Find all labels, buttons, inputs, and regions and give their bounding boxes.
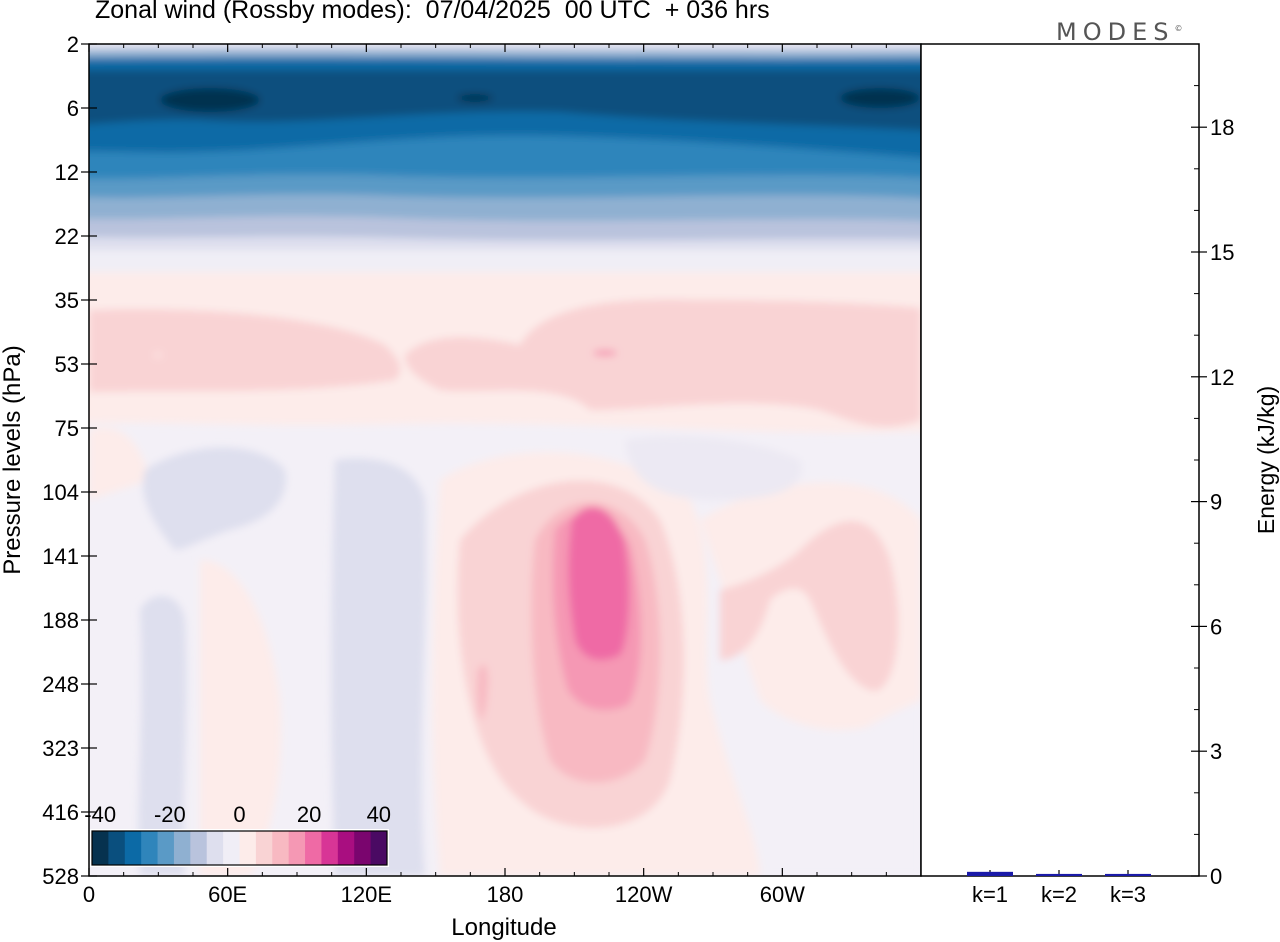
colorbar-swatch [288,831,306,865]
y-tick-label: 416 [42,800,79,825]
colorbar-swatch [239,831,257,865]
x-tick-label: 0 [83,882,95,907]
axes: 0 60E 120E 180 120W 60W2612223553751041411882… [42,32,1234,907]
band-pos-1 [89,309,401,392]
band-neg-7 [89,70,921,131]
jet-pos-4 [568,506,629,660]
colorbar-swatch [354,831,372,865]
y-tick-label: 188 [42,608,79,633]
colorbar-swatch [190,831,208,865]
copyright-mark: © [1174,24,1183,33]
energy-tick-label: 9 [1210,490,1222,515]
blob-white-small [154,353,162,357]
region-pos-light-a [89,427,150,500]
energy-tick-label: 0 [1210,864,1222,889]
colorbar-swatch [223,831,240,865]
energy-tick-label: 3 [1210,739,1222,764]
colorbar-swatch [157,831,175,865]
core-neg-c [840,88,920,108]
colorbar-swatch [272,831,290,865]
y-tick-label: 104 [42,480,79,505]
region-neg-c [138,596,187,876]
region-neg-b [331,458,427,876]
y-tick-label: 2 [67,32,79,57]
colorbar-swatch [337,831,355,865]
colorbar-swatch [108,831,126,865]
energy-category-label: k=3 [1110,882,1146,907]
colorbar-swatch [206,831,224,865]
y-tick-label: 6 [67,96,79,121]
colorbar-swatch [321,831,339,865]
y-tick-label: 248 [42,672,79,697]
colorbar-label: 20 [297,802,321,827]
blob-pos-small [593,350,617,356]
energy-axis-label: Energy (kJ/kg) [1253,386,1279,534]
core-neg-a [160,88,260,112]
energy-tick-label: 12 [1210,365,1234,390]
y-tick-label: 141 [42,544,79,569]
x-tick-label: 120E [341,882,392,907]
energy-tick-label: 6 [1210,614,1222,639]
colorbar-swatch [370,831,388,865]
x-tick-label: 180 [487,882,524,907]
colorbar-frame [91,830,388,866]
y-tick-label: 323 [42,736,79,761]
band-pos-2 [405,299,921,427]
chart-title: Zonal wind (Rossby modes): 07/04/2025 00… [95,0,770,24]
x-axis-label: Longitude [451,914,556,941]
energy-tick-label: 15 [1210,240,1234,265]
logo-text: MODES [1056,18,1175,46]
colorbar-swatch [305,831,322,865]
colorbar-swatch [92,831,109,865]
energy-bar-k=2 [1036,873,1082,876]
colorbar-label: -40 [84,802,116,827]
energy-bar-k=1 [967,871,1013,876]
y-tick-label: 35 [55,288,79,313]
colorbar: -40 -20 0 20 40 [84,802,391,867]
colorbar-swatch [141,831,159,865]
jet-pos-small [477,664,488,720]
x-tick-label: 120W [615,882,673,907]
colorbar-swatch [173,831,191,865]
colorbar-label: 40 [367,802,391,827]
energy-category-label: k=1 [972,882,1008,907]
y-tick-label: 22 [55,224,79,249]
contour-field [89,44,921,876]
region-pos-right [720,521,899,692]
y-axis-label: Pressure levels (hPa) [0,345,26,574]
energy-bar-k=3 [1105,873,1151,876]
colorbar-label: -20 [154,802,186,827]
region-lower-right [760,700,921,876]
colorbar-label: 0 [233,802,245,827]
y-tick-label: 12 [55,160,79,185]
y-tick-label: 528 [42,864,79,889]
x-tick-label: 60E [208,882,247,907]
x-tick-label: 60W [760,882,805,907]
core-neg-b [457,94,493,102]
region-neg-d [625,436,802,500]
energy-panel [920,43,1200,877]
energy-category-label: k=2 [1041,882,1077,907]
y-tick-label: 75 [55,416,79,441]
modes-logo: MODES© [1056,18,1182,46]
energy-tick-label: 18 [1210,115,1234,140]
energy-bars: k=1 k=2 k=3 [967,870,1151,907]
colorbar-swatch [124,831,142,865]
y-tick-label: 53 [55,352,79,377]
colorbar-swatch [255,831,273,865]
region-neg-a [143,447,286,550]
region-pos-light-b [200,560,281,876]
